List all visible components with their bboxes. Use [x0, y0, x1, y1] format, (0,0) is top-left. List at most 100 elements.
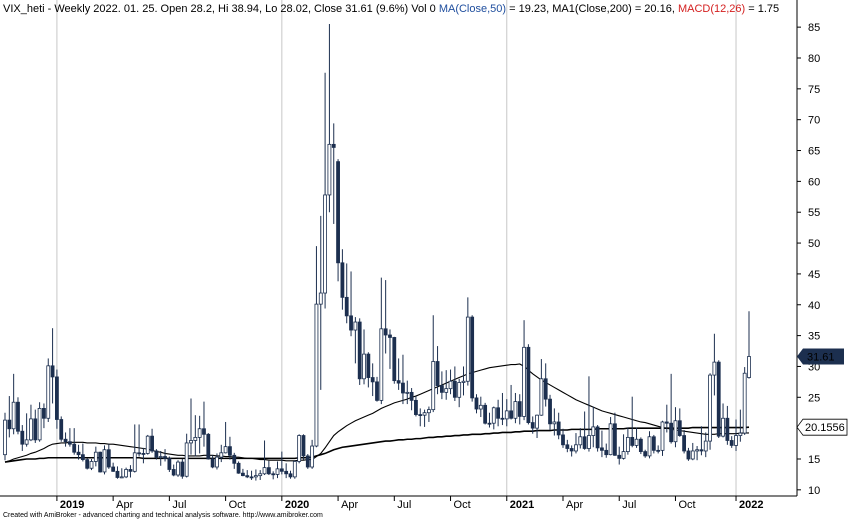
x-tick-label: Oct	[454, 499, 471, 511]
candle-body	[595, 426, 600, 449]
candle-body	[292, 461, 297, 478]
x-tick-label: Jul	[397, 499, 411, 511]
candle-body	[258, 473, 263, 477]
candle-body	[210, 458, 215, 468]
candle-body	[111, 466, 116, 472]
candle-body	[362, 353, 366, 380]
candle-body	[366, 353, 371, 378]
candle-body	[241, 472, 245, 477]
chart-header: VIX_heti - Weekly 2022. 01. 25. Open 28.…	[3, 3, 779, 15]
candle-body	[50, 365, 55, 378]
candle-body	[119, 476, 124, 479]
candle-body	[673, 420, 678, 443]
candle-body	[55, 376, 59, 420]
candle-body	[561, 434, 565, 446]
candle-body	[284, 470, 289, 475]
candle-layer	[3, 24, 751, 481]
y-tick-label: 35	[808, 331, 820, 343]
candle-body	[202, 428, 206, 435]
candle-body	[613, 423, 617, 456]
candle-body	[171, 469, 176, 476]
candle-body	[747, 356, 751, 378]
candle-body	[262, 467, 267, 475]
y-tick-label: 60	[808, 176, 820, 188]
candle-body	[383, 328, 388, 336]
candle-body	[132, 452, 137, 472]
candle-body	[85, 459, 90, 469]
y-tick-label: 25	[808, 392, 820, 404]
candle-body	[431, 361, 436, 411]
candle-body	[128, 469, 133, 472]
candle-body	[574, 444, 578, 452]
candle-body	[253, 475, 258, 478]
candle-body	[154, 450, 159, 458]
candle-body	[318, 292, 323, 305]
candle-body	[491, 407, 496, 424]
candle-body	[448, 380, 453, 390]
candle-body	[543, 378, 548, 400]
candle-body	[245, 475, 250, 478]
candle-body	[80, 454, 85, 461]
candle-body	[517, 401, 522, 417]
y-tick-label: 75	[808, 84, 820, 96]
candle-body	[677, 420, 682, 436]
candle-body	[357, 321, 362, 380]
candle-body	[535, 414, 539, 429]
candle-body	[232, 454, 237, 464]
candle-body	[305, 455, 310, 468]
candle-body	[669, 422, 674, 443]
candle-body	[699, 449, 704, 452]
candle-body	[582, 436, 587, 449]
candle-body	[158, 456, 163, 458]
candle-body	[651, 436, 656, 451]
candle-body	[37, 407, 42, 441]
candle-body	[236, 462, 241, 474]
candle-body	[310, 445, 315, 468]
candle-body	[219, 452, 224, 458]
candle-body	[513, 401, 518, 419]
candle-body	[656, 449, 661, 452]
legend-ma50: MA(Close,50)	[439, 3, 506, 15]
candle-body	[500, 417, 505, 420]
candle-body	[703, 440, 708, 452]
candle-body	[487, 422, 492, 425]
candle-body	[600, 447, 604, 451]
candle-body	[539, 378, 544, 416]
candle-body	[353, 321, 358, 331]
candle-body	[184, 442, 189, 477]
y-tick-label: 85	[808, 22, 820, 34]
candle-body	[708, 374, 712, 442]
x-tick-label: Apr	[116, 499, 133, 511]
candle-body	[145, 435, 150, 454]
x-tick-label: Oct	[229, 499, 246, 511]
y-tick-label: 50	[808, 238, 820, 250]
candle-body	[72, 443, 77, 453]
candle-body	[587, 435, 591, 449]
axis-layer: 101520253035404550556065707580852019AprJ…	[0, 0, 820, 511]
candle-body	[483, 404, 488, 424]
candle-body	[552, 421, 557, 425]
candle-body	[738, 432, 743, 436]
candle-body	[67, 441, 72, 445]
candle-body	[478, 404, 483, 410]
candle-body	[314, 303, 319, 447]
y-tick-label: 80	[808, 53, 820, 65]
candle-body	[504, 410, 509, 420]
candle-body	[396, 380, 401, 384]
candle-body	[608, 423, 613, 456]
candle-body	[409, 391, 414, 401]
candle-body	[279, 468, 284, 472]
candle-body	[388, 334, 392, 338]
candle-body	[686, 450, 691, 460]
candle-body	[206, 433, 211, 460]
x-tick-label: Jul	[172, 499, 186, 511]
candle-body	[452, 380, 457, 398]
candle-body	[193, 436, 198, 441]
candle-body	[548, 398, 552, 425]
candle-body	[625, 436, 630, 452]
candle-body	[16, 401, 20, 432]
candle-body	[11, 401, 16, 430]
candle-body	[530, 422, 535, 429]
x-tick-label: 2022	[739, 499, 763, 511]
